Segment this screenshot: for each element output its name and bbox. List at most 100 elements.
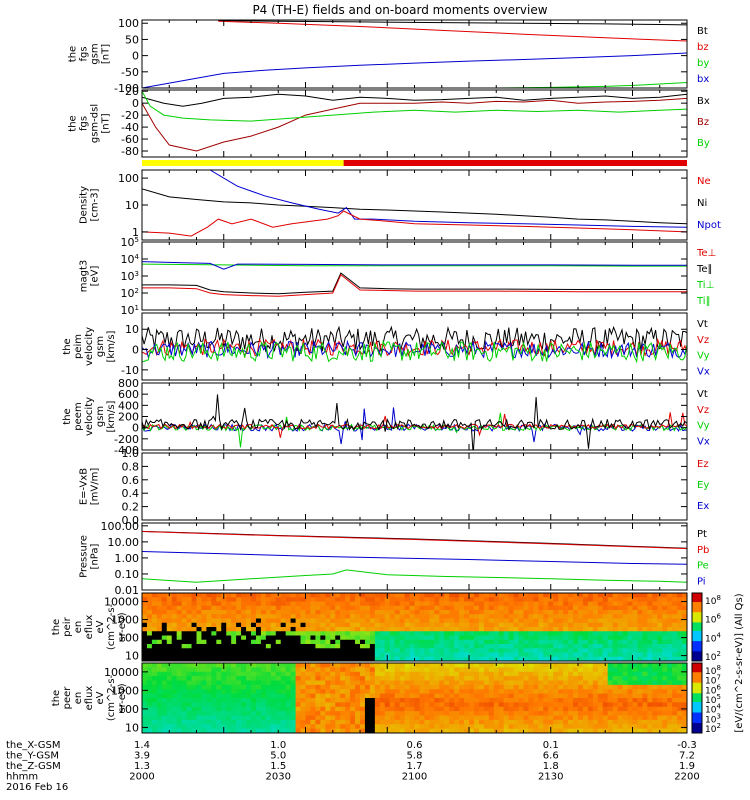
spectrogram-cell: [429, 702, 435, 708]
spectrogram-cell: [597, 680, 604, 686]
spectrogram-cell: [226, 676, 232, 682]
spectrogram-cell: [246, 622, 252, 628]
spectrogram-cell: [459, 663, 465, 668]
spectrogram-cell: [558, 728, 564, 733]
spectrogram-cell: [627, 618, 634, 624]
y-tick-label: 100.00: [101, 520, 140, 533]
spectrogram-cell: [305, 719, 312, 725]
spectrogram-cell: [221, 698, 227, 703]
mode-bar-segment: [343, 160, 687, 166]
spectrogram-cell: [612, 671, 619, 677]
spectrogram-cell: [389, 648, 396, 654]
spectrogram-cell: [146, 667, 153, 673]
spectrogram-cell: [543, 618, 549, 624]
spectrogram-cell: [355, 644, 361, 649]
spectrogram-cell: [528, 663, 535, 668]
spectrogram-cell: [211, 618, 217, 624]
spectrogram-cell: [246, 644, 252, 649]
spectrogram-cell: [612, 593, 619, 598]
spectrogram-cell: [345, 593, 351, 598]
spectrogram-cell: [473, 597, 480, 603]
spectrogram-cell: [513, 728, 520, 733]
spectrogram-cell: [627, 644, 634, 649]
spectrogram-cell: [469, 644, 475, 649]
spectrogram-cell: [533, 728, 539, 733]
spectrogram-cell: [578, 656, 584, 661]
spectrogram-cell: [255, 618, 262, 624]
spectrogram-cell: [642, 622, 648, 628]
spectrogram-cell: [419, 711, 426, 717]
colorbar-swatch: [692, 664, 702, 667]
spectrogram-cell: [473, 605, 480, 611]
spectrogram-cell: [483, 656, 490, 661]
spectrogram-cell: [146, 593, 153, 598]
spectrogram-cell: [389, 622, 396, 628]
spectrogram-cell: [578, 680, 584, 686]
spectrogram-cell: [345, 639, 351, 645]
spectrogram-cell: [652, 667, 658, 673]
spectrogram-cell: [270, 631, 277, 637]
spectrogram-cell: [355, 689, 361, 695]
spectrogram-cell: [483, 698, 490, 703]
spectrogram-cell: [374, 631, 381, 637]
spectrogram-cell: [409, 639, 416, 645]
spectrogram-cell: [181, 680, 188, 686]
spectrogram-cell: [176, 671, 183, 677]
spectrogram-cell: [478, 644, 485, 649]
colorbar-swatch: [692, 710, 702, 713]
spectrogram-cell: [429, 676, 435, 682]
spectrogram-cell: [622, 622, 629, 628]
spectrogram-cell: [176, 724, 183, 730]
spectrogram-cell: [473, 622, 480, 628]
spectrogram-cell: [335, 680, 341, 686]
spectrogram-cell: [280, 635, 287, 641]
spectrogram-cell: [384, 610, 391, 615]
spectrogram-cell: [340, 689, 346, 695]
spectrogram-cell: [166, 689, 173, 695]
spectrogram-cell: [404, 689, 411, 695]
spectrogram-cell: [454, 724, 460, 730]
spectrogram-cell: [508, 635, 515, 641]
spectrogram-cell: [573, 648, 579, 654]
spectrogram-cell: [503, 715, 510, 721]
spectrogram-cell: [270, 724, 277, 730]
spectrogram-cell: [483, 693, 490, 699]
legend-entry: Te∥: [696, 264, 713, 275]
spectrogram-cell: [206, 702, 212, 708]
spectrogram-cell: [171, 689, 178, 695]
spectrogram-cell: [553, 618, 559, 624]
spectrogram-cell: [637, 676, 644, 682]
spectrogram-cell: [201, 702, 208, 708]
spectrogram-cell: [191, 618, 198, 624]
spectrogram-cell: [275, 706, 282, 712]
spectrogram-cell: [211, 693, 217, 699]
spectrogram-cell: [439, 684, 445, 690]
spectrogram-cell: [538, 639, 544, 645]
spectrogram-cell: [573, 622, 579, 628]
spectrogram-cell: [478, 605, 485, 611]
spectrogram-cell: [236, 614, 242, 620]
spectrogram-cell: [379, 622, 386, 628]
spectrogram-cell: [578, 706, 584, 712]
spectrogram-cell: [667, 644, 673, 649]
spectrogram-cell: [454, 656, 460, 661]
spectrogram-cell: [236, 601, 242, 607]
spectrogram-cell: [558, 639, 564, 645]
y-axis-label: sr-eV): [117, 612, 128, 641]
spectrogram-cell: [226, 597, 232, 603]
spectrogram-cell: [582, 593, 589, 598]
spectrogram-cell: [389, 680, 396, 686]
spectrogram-cell: [275, 631, 282, 637]
spectrogram-cell: [404, 698, 411, 703]
spectrogram-cell: [538, 593, 544, 598]
spectrogram-cell: [568, 711, 574, 717]
spectrogram-cell: [142, 597, 148, 603]
spectrogram-cell: [612, 706, 619, 712]
spectrogram-cell: [607, 667, 614, 673]
spectrogram-cell: [394, 656, 401, 661]
spectrogram-cell: [251, 635, 257, 641]
spectrogram-cell: [498, 711, 505, 717]
spectrogram-cell: [429, 715, 435, 721]
spectrogram-cell: [528, 698, 535, 703]
spectrogram-cell: [573, 693, 579, 699]
